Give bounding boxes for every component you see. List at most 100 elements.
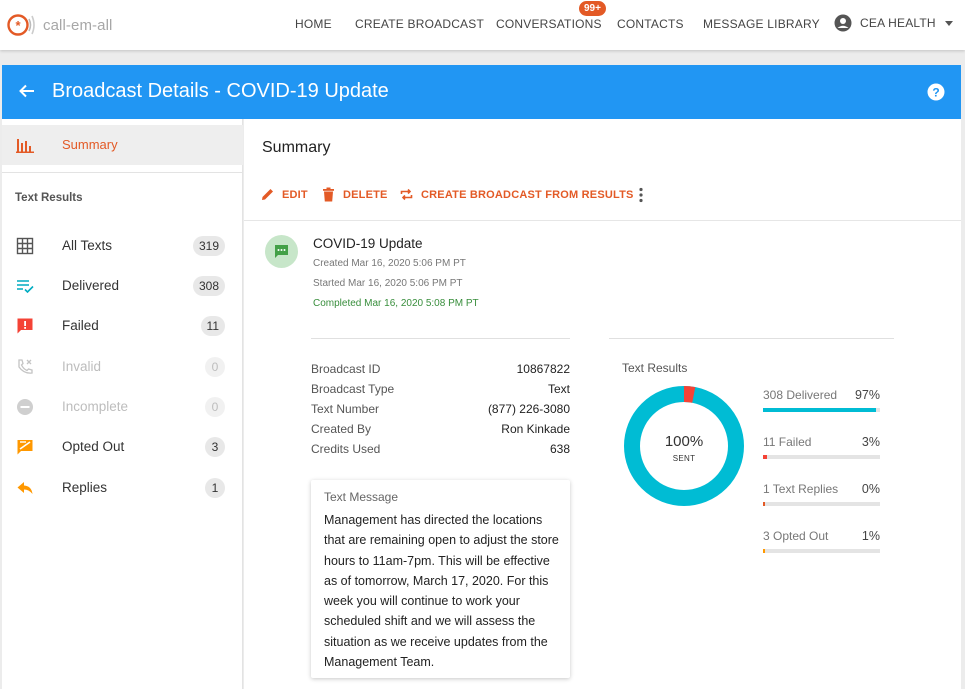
chevron-down-icon [944, 20, 953, 26]
detail-key: Created By [311, 422, 372, 436]
detail-value: 638 [549, 442, 570, 456]
stat-text-replies: 1 Text Replies 0% [763, 482, 880, 510]
sidebar-item-label: All Texts [62, 238, 113, 253]
edit-button[interactable]: EDIT [260, 187, 308, 202]
detail-broadcast-type: Broadcast Type Text [311, 382, 570, 402]
account-menu[interactable]: CEA HEALTH [834, 14, 953, 32]
sent-percent: 100% [664, 433, 704, 450]
trash-icon [323, 187, 334, 202]
sidebar-item-label: Summary [62, 137, 118, 152]
conversations-badge: 99+ [579, 1, 606, 16]
stat-label: 3 Opted Out [763, 529, 829, 543]
sidebar-item-label: Incomplete [62, 399, 129, 414]
stat-label: 1 Text Replies [763, 482, 839, 496]
detail-value: 10867822 [516, 362, 570, 376]
count-badge: 0 [205, 397, 225, 417]
detail-key: Credits Used [311, 442, 381, 456]
sidebar: Summary Text Results All Texts 319 Deliv… [2, 119, 243, 689]
sidebar-item-opted-out[interactable]: Opted Out 3 [2, 430, 243, 464]
text-message-body: Management has directed the locations th… [324, 513, 559, 670]
detail-credits-used: Credits Used 638 [311, 442, 570, 462]
nav-conversations[interactable]: CONVERSATIONS [496, 17, 602, 31]
more-vert-icon[interactable] [638, 187, 644, 203]
stat-label: 11 Failed [763, 435, 812, 449]
divider [609, 338, 894, 339]
count-badge: 11 [200, 316, 225, 336]
detail-broadcast-id: Broadcast ID 10867822 [311, 362, 570, 382]
main-panel: Summary EDIT DELETE CREATE BROADCAST FRO… [244, 119, 961, 689]
count-badge: 3 [205, 437, 225, 457]
sidebar-section-title: Text Results [15, 192, 83, 204]
stat-delivered: 308 Delivered 97% [763, 388, 880, 416]
divider [2, 172, 243, 173]
stat-progress-track [763, 502, 880, 506]
svg-text:?: ? [932, 86, 939, 100]
logo[interactable]: * call-em-all [7, 10, 112, 40]
edit-label: EDIT [282, 188, 308, 201]
text-results-title: Text Results [622, 361, 688, 375]
count-badge: 1 [205, 478, 225, 498]
sidebar-item-label: Failed [62, 318, 99, 333]
nav-message-library[interactable]: MESSAGE LIBRARY [703, 17, 820, 31]
stat-progress-fill [763, 455, 767, 459]
sidebar-item-failed[interactable]: Failed 11 [2, 309, 243, 343]
stat-progress-track [763, 549, 880, 553]
broadcast-name: COVID-19 Update [313, 236, 423, 251]
svg-text:*: * [15, 18, 21, 33]
create-broadcast-from-results-button[interactable]: CREATE BROADCAST FROM RESULTS [399, 187, 634, 202]
stat-percent: 1% [861, 529, 880, 543]
delete-button[interactable]: DELETE [321, 187, 388, 202]
page-title: Broadcast Details - COVID-19 Update [52, 80, 389, 102]
sidebar-item-incomplete[interactable]: Incomplete 0 [2, 390, 243, 424]
delete-label: DELETE [343, 188, 388, 201]
sidebar-item-delivered[interactable]: Delivered 308 [2, 269, 243, 303]
stat-percent: 3% [861, 435, 880, 449]
phone-missed-icon [18, 359, 33, 374]
nav-create-broadcast[interactable]: CREATE BROADCAST [355, 17, 484, 31]
create-from-results-label: CREATE BROADCAST FROM RESULTS [421, 188, 634, 201]
logo-text: call-em-all [43, 16, 113, 34]
detail-key: Broadcast ID [311, 362, 381, 376]
nav-contacts[interactable]: CONTACTS [617, 17, 684, 31]
delivered-check-icon [17, 280, 34, 294]
sidebar-item-replies[interactable]: Replies 1 [2, 471, 243, 505]
stat-progress-fill [763, 408, 877, 412]
top-nav: * call-em-all HOME CREATE BROADCAST CONV… [0, 0, 965, 50]
pencil-icon [262, 189, 273, 200]
results-donut-chart [624, 386, 744, 506]
nav-home[interactable]: HOME [295, 17, 332, 31]
repeat-icon [400, 188, 413, 201]
section-title: Summary [262, 139, 331, 156]
count-badge: 0 [205, 357, 225, 377]
text-message-card: Text Message Management has directed the… [311, 480, 570, 678]
detail-value: Text [547, 382, 570, 396]
sidebar-item-invalid[interactable]: Invalid 0 [2, 350, 243, 384]
back-arrow-icon[interactable] [18, 82, 36, 100]
opted-out-icon [17, 440, 33, 455]
stat-progress-fill [763, 502, 766, 506]
sidebar-item-summary[interactable]: Summary [2, 125, 243, 165]
sent-label: SENT [672, 454, 696, 463]
broadcast-type-avatar [265, 235, 298, 268]
sidebar-item-label: Delivered [62, 278, 120, 293]
account-circle-icon [834, 14, 852, 32]
detail-created-by: Created By Ron Kinkade [311, 422, 570, 442]
detail-text-number: Text Number (877) 226-3080 [311, 402, 570, 422]
alert-message-icon [17, 318, 33, 334]
count-badge: 319 [192, 236, 225, 256]
created-timestamp: Created Mar 16, 2020 5:06 PM PT [313, 258, 466, 269]
call-em-all-logo-icon: * [7, 14, 35, 36]
help-icon[interactable]: ? [927, 83, 945, 101]
divider [244, 220, 961, 221]
reply-icon [17, 482, 33, 494]
stat-opted-out: 3 Opted Out 1% [763, 529, 880, 557]
minus-circle-icon [17, 399, 33, 415]
text-message-label: Text Message [324, 490, 399, 504]
text-message-icon [275, 245, 288, 258]
stat-percent: 97% [854, 388, 880, 402]
sidebar-item-label: Replies [62, 480, 108, 495]
detail-value: (877) 226-3080 [487, 402, 570, 416]
sidebar-item-all-texts[interactable]: All Texts 319 [2, 229, 243, 263]
sidebar-item-label: Invalid [62, 359, 102, 374]
sidebar-item-label: Opted Out [62, 439, 125, 454]
